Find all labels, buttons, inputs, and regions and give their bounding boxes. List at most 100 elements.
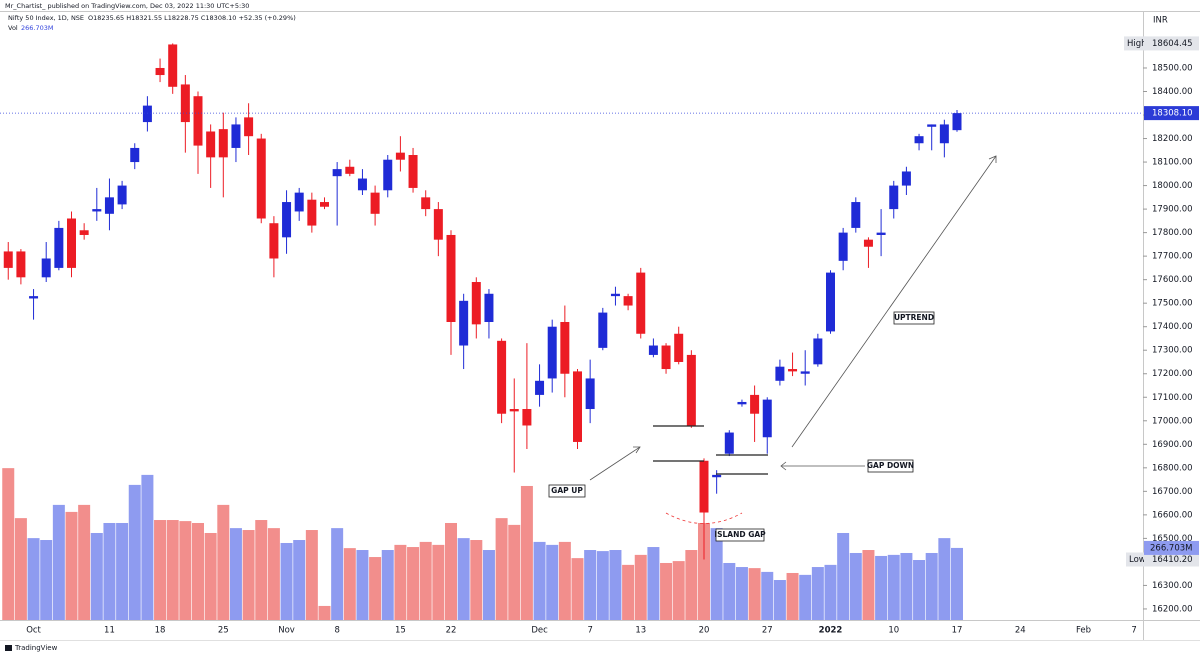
- volume-bar: [862, 550, 875, 620]
- y-tick-label: 18400.00: [1152, 87, 1193, 97]
- y-tick-label: 17200.00: [1152, 369, 1193, 379]
- y-tick-label: 17700.00: [1152, 252, 1193, 262]
- arrow: [791, 155, 997, 448]
- gap-lines: [653, 425, 768, 475]
- x-tick-label: Nov: [278, 626, 295, 636]
- candle-body: [484, 293, 494, 322]
- volume-bar: [2, 468, 15, 620]
- volume-bar: [672, 561, 685, 620]
- candle-body: [29, 296, 39, 299]
- y-tick-label: 16500.00: [1152, 534, 1193, 544]
- volume-bar: [925, 552, 938, 620]
- candle-body: [826, 272, 835, 332]
- annotation-box: [893, 311, 935, 325]
- volume-bar: [710, 528, 723, 620]
- volume-bar: [482, 550, 495, 620]
- volume-bar: [204, 532, 217, 620]
- candle-body: [433, 209, 443, 240]
- volume-bar: [369, 557, 382, 620]
- arrows: [589, 155, 997, 524]
- x-tick-label: Feb: [1076, 626, 1091, 636]
- y-tick-label: 17100.00: [1152, 393, 1193, 403]
- candle-body: [471, 282, 481, 325]
- candle-body: [838, 232, 848, 261]
- arrow: [589, 446, 641, 481]
- volume-bar: [951, 547, 963, 620]
- volume-name: Vol: [8, 24, 18, 32]
- candle-body: [294, 192, 304, 212]
- volume-bar: [811, 567, 824, 620]
- volume-bar: [192, 522, 204, 620]
- y-tick-label: 18200.00: [1152, 134, 1193, 144]
- candle-body: [67, 218, 76, 268]
- x-tick-label: 13: [635, 626, 646, 636]
- volume-bar: [305, 530, 318, 620]
- volume-bar: [660, 562, 673, 620]
- low-name-box: [1126, 552, 1146, 567]
- candle-body: [117, 185, 127, 205]
- candle-body: [3, 251, 13, 268]
- y-tick-label: 17800.00: [1152, 228, 1193, 238]
- volume-bar: [558, 541, 571, 620]
- volume-bar: [78, 504, 91, 620]
- volume-bar: [609, 550, 622, 620]
- candle-body: [788, 369, 798, 372]
- candle-body: [737, 401, 747, 405]
- volume-bar: [27, 538, 40, 620]
- candle-body: [876, 232, 886, 235]
- candle-body: [522, 409, 532, 426]
- volume-bar: [748, 568, 761, 620]
- candle-body: [636, 272, 646, 334]
- volume-bar: [938, 538, 951, 620]
- volume-bar: [773, 580, 786, 620]
- volume-bar: [419, 541, 432, 620]
- volume-bar: [40, 540, 53, 620]
- volume-bar: [154, 520, 167, 620]
- x-tick-label: 24: [1015, 626, 1026, 636]
- candle-body: [421, 197, 431, 210]
- candle-body: [623, 296, 633, 306]
- volume-bar: [407, 547, 420, 620]
- candle-body: [585, 378, 595, 410]
- volume-bar: [331, 528, 344, 620]
- high-name-box: [1124, 36, 1146, 51]
- candle-body: [155, 67, 165, 76]
- volume-text: 266.703M: [21, 24, 54, 32]
- candle-body: [724, 432, 734, 454]
- candle-body: [282, 202, 292, 238]
- volume-bar: [445, 522, 457, 620]
- y-tick-label: 16800.00: [1152, 463, 1193, 473]
- volume-bar: [229, 528, 242, 620]
- volume-bar: [520, 485, 533, 620]
- volume-bar: [14, 518, 27, 620]
- volume-bar: [116, 522, 129, 620]
- candle-body: [509, 409, 519, 412]
- last-price-label: 18308.10: [1152, 109, 1193, 119]
- volume-bar: [217, 504, 230, 620]
- logo: [5, 645, 12, 651]
- footer: TradingView: [14, 644, 58, 652]
- volume-bar: [141, 474, 154, 620]
- annotation-box: [867, 459, 914, 473]
- x-tick-label: 18: [155, 626, 166, 636]
- candle-body: [699, 460, 709, 513]
- volume-bar: [381, 550, 394, 620]
- volume-bar: [584, 550, 597, 620]
- x-tick-label: 15: [395, 626, 406, 636]
- volume-bar: [280, 542, 293, 620]
- volume-bar: [647, 547, 660, 620]
- candle-body: [750, 394, 760, 414]
- volume-bar: [457, 538, 470, 620]
- y-tick-label: 18500.00: [1152, 63, 1193, 73]
- volume-bar: [698, 522, 710, 620]
- candle-body: [180, 84, 190, 123]
- last-volume-box: [1144, 540, 1199, 555]
- annotation-box: [548, 484, 586, 498]
- last-price-box: [1144, 106, 1199, 121]
- x-tick-label: 2022: [819, 626, 843, 636]
- y-tick-label: 16700.00: [1152, 487, 1193, 497]
- candle-body: [573, 371, 582, 442]
- volume-bar: [735, 567, 748, 620]
- high-value-box: [1144, 36, 1199, 51]
- volume-bar: [546, 544, 559, 620]
